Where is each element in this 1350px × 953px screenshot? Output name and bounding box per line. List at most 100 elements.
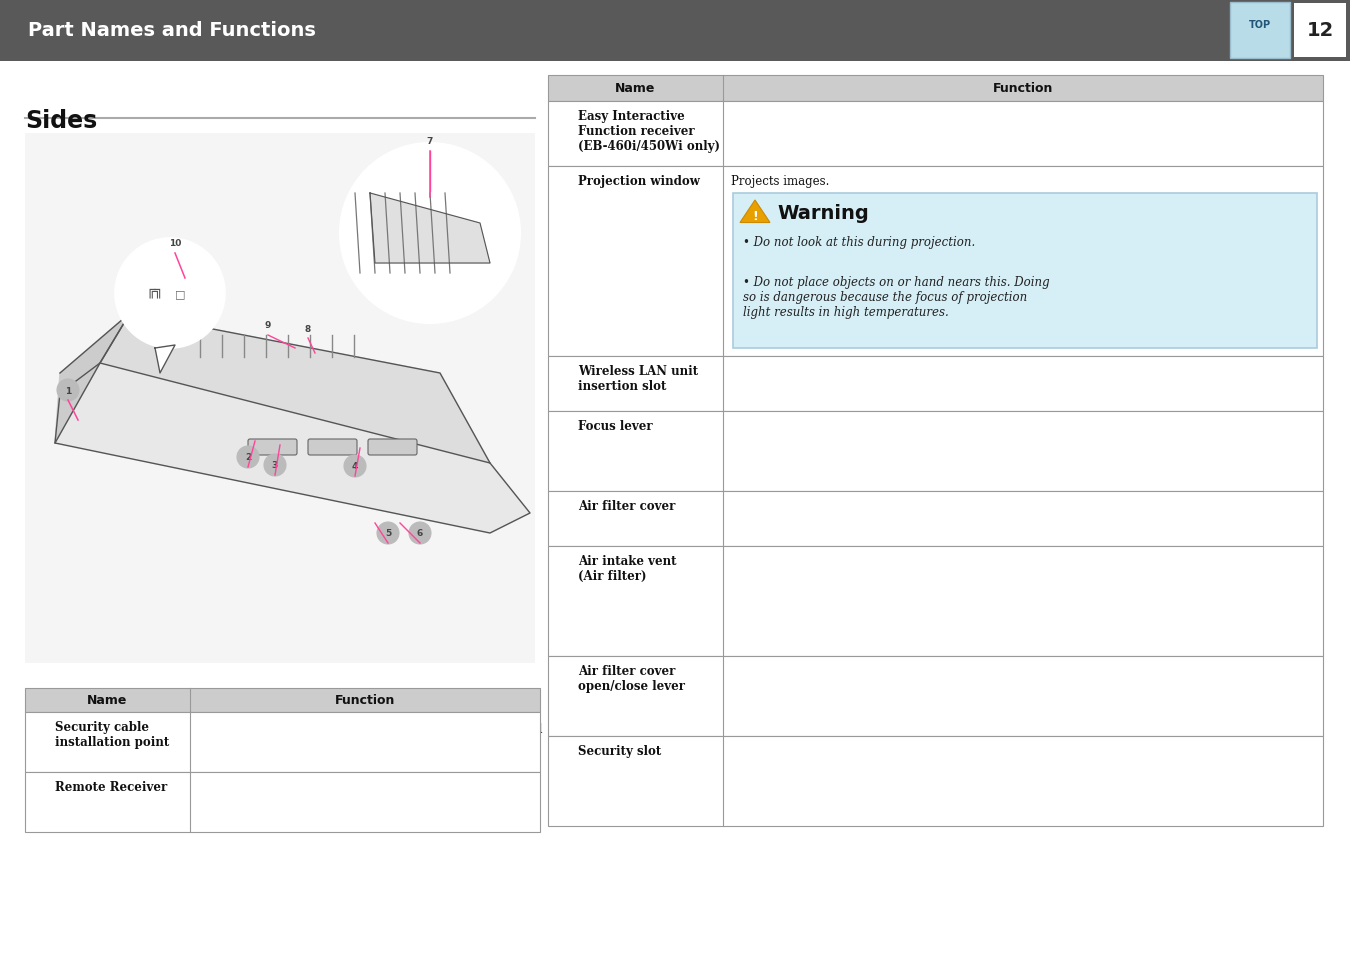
- FancyBboxPatch shape: [548, 356, 1323, 412]
- Text: Wireless LAN unit
insertion slot: Wireless LAN unit insertion slot: [578, 365, 698, 393]
- Circle shape: [344, 456, 366, 477]
- Text: optical engine’s service life. Be sure to clean the Air filter: optical engine’s service life. Be sure t…: [730, 597, 1076, 609]
- Text: Easy Interactive
Function receiver
(EB-460i/450Wi only): Easy Interactive Function receiver (EB-4…: [578, 110, 720, 152]
- FancyBboxPatch shape: [0, 0, 1350, 62]
- Text: 4: 4: [352, 462, 358, 471]
- Circle shape: [30, 718, 50, 738]
- Text: Pass a commercially available wire lock through here and: Pass a commercially available wire lock …: [198, 722, 543, 735]
- Text: 2: 2: [244, 453, 251, 462]
- Text: ♦: ♦: [730, 772, 745, 785]
- Text: 12: 12: [1307, 22, 1334, 40]
- Text: Sides: Sides: [26, 109, 97, 132]
- Circle shape: [554, 172, 572, 192]
- Text: here it can cause the internal temperature to rise, and this: here it can cause the internal temperatu…: [730, 568, 1081, 581]
- Text: Security slot: Security slot: [578, 744, 662, 758]
- Text: 4: 4: [560, 177, 566, 186]
- Text: Projects images.: Projects images.: [730, 174, 829, 188]
- Text: Air filter cover: Air filter cover: [578, 499, 675, 513]
- Text: • Do not look at this during projection.: • Do not look at this during projection.: [743, 235, 975, 249]
- Text: Part Names and Functions: Part Names and Functions: [28, 22, 316, 40]
- Text: Receives signals from the remote control.: Receives signals from the remote control…: [198, 782, 447, 795]
- Text: 9: 9: [265, 321, 271, 330]
- Text: ♦: ♦: [730, 124, 745, 137]
- Text: !: !: [752, 211, 757, 223]
- Text: 7: 7: [560, 502, 566, 511]
- Text: 2: 2: [36, 782, 43, 792]
- Text: Security cable
installation point: Security cable installation point: [55, 720, 169, 748]
- Text: Focus lever: Focus lever: [578, 419, 652, 433]
- Polygon shape: [55, 314, 130, 443]
- Text: 1: 1: [65, 386, 72, 395]
- Text: ♦ Quick Start Guide: ♦ Quick Start Guide: [730, 448, 853, 460]
- Circle shape: [554, 661, 572, 681]
- FancyBboxPatch shape: [548, 76, 1323, 102]
- FancyBboxPatch shape: [26, 133, 535, 663]
- Polygon shape: [155, 346, 176, 374]
- Text: Warning: Warning: [778, 204, 869, 223]
- Text: the optional Wireless LAN unit.: the optional Wireless LAN unit.: [730, 514, 918, 526]
- FancyBboxPatch shape: [548, 167, 1323, 356]
- Text: 5: 5: [560, 367, 566, 376]
- Circle shape: [238, 447, 259, 469]
- Text: p.53: p.53: [737, 772, 763, 785]
- FancyBboxPatch shape: [548, 102, 1323, 167]
- Text: Function: Function: [992, 82, 1053, 95]
- Text: Insert the optional wireless LAN unit. ♦: Insert the optional wireless LAN unit. ♦: [730, 365, 973, 377]
- Text: p.38: p.38: [765, 692, 792, 705]
- Text: Security System manufactured by Kensington.: Security System manufactured by Kensingt…: [730, 759, 1007, 771]
- Text: p.54: p.54: [737, 124, 763, 137]
- Text: □: □: [174, 289, 185, 298]
- FancyBboxPatch shape: [26, 688, 540, 712]
- Text: 1: 1: [36, 722, 43, 732]
- Text: • Do not place objects on or hand nears this. Doing
so is dangerous because the : • Do not place objects on or hand nears …: [743, 275, 1050, 318]
- Text: LAN unit. ♦: LAN unit. ♦: [730, 692, 806, 705]
- Text: p.38: p.38: [850, 365, 876, 377]
- Text: ♦ Quick Start Guide: ♦ Quick Start Guide: [198, 796, 320, 809]
- Circle shape: [554, 741, 572, 761]
- Circle shape: [554, 107, 572, 127]
- Polygon shape: [100, 314, 490, 463]
- Text: Name: Name: [616, 82, 656, 95]
- Text: Opens the air filter cover and operates the focus lever.: Opens the air filter cover and operates …: [730, 434, 1057, 447]
- Text: 7: 7: [427, 137, 433, 147]
- Text: 3: 3: [271, 461, 278, 470]
- Text: Open this cover when replacing the air filter or installing: Open this cover when replacing the air f…: [730, 499, 1072, 513]
- Text: Air filter cover
open/close lever: Air filter cover open/close lever: [578, 664, 684, 692]
- Text: p.114: p.114: [850, 664, 883, 678]
- Text: 8: 8: [560, 557, 566, 566]
- Text: 9: 9: [560, 667, 566, 676]
- Circle shape: [554, 416, 572, 436]
- FancyBboxPatch shape: [548, 492, 1323, 546]
- FancyBboxPatch shape: [1295, 4, 1346, 58]
- Text: 10: 10: [169, 239, 181, 248]
- Text: Projection window: Projection window: [578, 174, 699, 188]
- Text: 8: 8: [305, 324, 310, 334]
- FancyBboxPatch shape: [548, 657, 1323, 737]
- Text: Function: Function: [335, 694, 396, 707]
- FancyBboxPatch shape: [733, 193, 1318, 349]
- FancyBboxPatch shape: [548, 546, 1323, 657]
- Text: Takes in air to cool the projector internally. If dust collects: Takes in air to cool the projector inter…: [730, 555, 1080, 567]
- FancyBboxPatch shape: [26, 772, 540, 832]
- Text: 3: 3: [560, 112, 566, 121]
- Text: Air intake vent
(Air filter): Air intake vent (Air filter): [578, 555, 676, 582]
- Text: p.108, p.114: p.108, p.114: [768, 610, 844, 623]
- Text: can lead to problems with operation and shorten the: can lead to problems with operation and …: [730, 582, 1045, 596]
- Circle shape: [409, 522, 431, 544]
- Circle shape: [554, 552, 572, 572]
- Circle shape: [115, 239, 225, 349]
- Circle shape: [265, 455, 286, 476]
- Text: TOP: TOP: [1249, 20, 1272, 30]
- FancyBboxPatch shape: [26, 712, 540, 772]
- Text: ╔╗: ╔╗: [147, 284, 163, 297]
- Circle shape: [30, 778, 50, 797]
- Text: p.53: p.53: [256, 737, 282, 749]
- Polygon shape: [370, 193, 490, 264]
- Circle shape: [377, 522, 400, 544]
- FancyBboxPatch shape: [308, 439, 356, 456]
- Circle shape: [340, 144, 520, 324]
- Text: 6: 6: [560, 422, 566, 431]
- Text: regularly. ♦: regularly. ♦: [730, 610, 806, 623]
- Text: lock it in place. ♦: lock it in place. ♦: [198, 737, 308, 749]
- FancyBboxPatch shape: [548, 737, 1323, 826]
